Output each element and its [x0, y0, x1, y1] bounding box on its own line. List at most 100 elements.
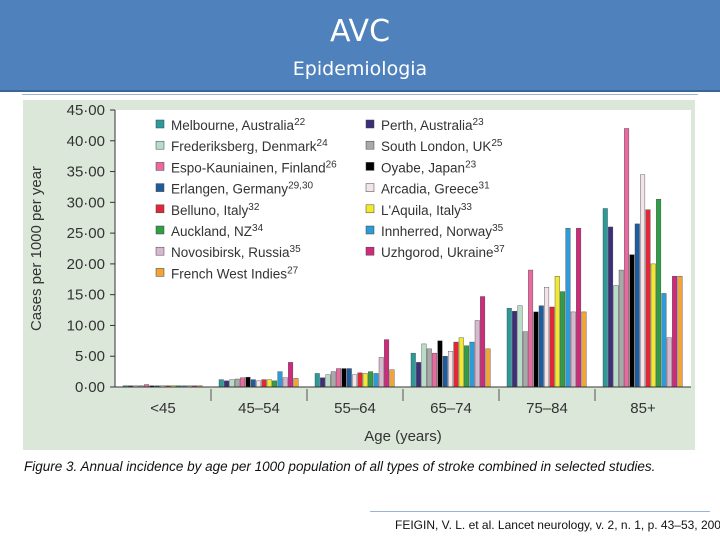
- bar: [245, 376, 251, 388]
- bar: [453, 341, 459, 388]
- legend-label: Erlangen, Germany29,30: [171, 181, 314, 197]
- bar: [480, 296, 486, 388]
- bar: [416, 362, 422, 388]
- y-tick-label: 20·00: [67, 256, 105, 273]
- bar: [410, 352, 416, 388]
- bar: [560, 291, 566, 388]
- legend-label: French West Indies27: [171, 265, 299, 281]
- bar: [512, 311, 518, 388]
- bar: [314, 373, 320, 388]
- bar: [656, 199, 662, 388]
- bar: [432, 352, 438, 388]
- legend-label: Frederiksberg, Denmark24: [171, 138, 328, 154]
- bar: [624, 128, 630, 388]
- bar: [336, 368, 342, 388]
- y-tick-label: 45·00: [67, 102, 105, 119]
- bar: [666, 337, 672, 388]
- y-tick-label: 0·00: [75, 379, 105, 396]
- bar: [464, 345, 470, 388]
- legend-swatch: [155, 119, 165, 129]
- x-axis-label: Age (years): [364, 428, 442, 445]
- bar: [234, 378, 240, 388]
- reference-rule: [370, 511, 710, 512]
- legend-label: Perth, Australia23: [381, 117, 484, 133]
- bar: [378, 357, 384, 388]
- bar: [357, 372, 363, 388]
- bar: [442, 356, 448, 388]
- bar: [522, 331, 528, 388]
- divider: [22, 94, 698, 95]
- bar: [608, 226, 614, 388]
- legend-swatch: [365, 140, 375, 150]
- bar: [458, 337, 464, 388]
- bar: [389, 369, 395, 388]
- legend-label: Uzhgorod, Ukraine37: [381, 244, 505, 260]
- legend-swatch: [155, 162, 165, 171]
- bar: [640, 174, 646, 388]
- y-tick-label: 25·00: [67, 225, 105, 242]
- x-tick-label: 55–64: [334, 400, 376, 417]
- legend-swatch: [155, 225, 165, 235]
- legend-swatch: [365, 183, 375, 192]
- bar: [448, 351, 454, 388]
- legend-label: Espo-Kauniainen, Finland26: [171, 159, 337, 175]
- legend-swatch: [365, 246, 375, 256]
- figure-caption: Figure 3. Annual incidence by age per 10…: [24, 459, 656, 474]
- bar: [293, 378, 299, 388]
- reference-citation: FEIGIN, V. L. et al. Lancet neurology, v…: [395, 518, 720, 532]
- bar: [368, 371, 374, 388]
- bar: [346, 368, 352, 388]
- bar: [426, 348, 432, 388]
- bar: [661, 293, 667, 388]
- bar: [618, 269, 624, 388]
- slide-subtitle: Epidemiologia: [292, 58, 428, 80]
- bar: [549, 306, 555, 388]
- bar: [538, 305, 544, 388]
- x-tick-label: 45–54: [238, 400, 280, 417]
- legend-swatch: [365, 225, 375, 235]
- bar: [288, 362, 294, 388]
- legend-swatch: [155, 268, 165, 277]
- bar: [277, 371, 283, 388]
- legend-label: South London, UK25: [381, 138, 503, 154]
- bar: [362, 373, 368, 388]
- bar: [224, 380, 230, 388]
- x-tick-label: 85+: [630, 400, 656, 417]
- y-tick-label: 5·00: [75, 348, 105, 365]
- bar: [672, 275, 678, 388]
- bar: [581, 311, 587, 388]
- slide-header: AVC Epidemiologia: [0, 0, 720, 92]
- bar-chart: 0·00 5·00 10·00 15·00 20·00 25·00 30·00 35·00 40…: [28, 102, 691, 445]
- bar: [474, 320, 480, 388]
- bar: [576, 227, 582, 388]
- legend-swatch: [365, 119, 375, 129]
- y-tick-label: 15·00: [67, 287, 105, 304]
- bar: [341, 368, 347, 388]
- bar: [506, 308, 512, 388]
- legend-swatch: [365, 162, 375, 171]
- bar: [677, 275, 683, 388]
- bar: [250, 379, 256, 388]
- bar: [240, 377, 246, 388]
- bar: [282, 377, 288, 388]
- legend-label: Arcadia, Greece31: [381, 181, 490, 197]
- plot-area: [115, 110, 691, 387]
- y-axis-label: Cases per 1000 per year: [28, 166, 45, 331]
- bar: [229, 379, 235, 388]
- bar: [352, 374, 358, 388]
- y-tick-label: 10·00: [67, 317, 105, 334]
- bar: [533, 311, 539, 388]
- legend-swatch: [155, 183, 165, 192]
- legend-label: L'Aquila, Italy33: [381, 202, 472, 218]
- bar: [373, 373, 379, 388]
- slide-title: AVC: [329, 14, 391, 49]
- bar: [437, 340, 443, 388]
- y-tick-label: 30·00: [67, 194, 105, 211]
- legend-label: Novosibirsk, Russia35: [171, 244, 301, 260]
- bar: [565, 227, 571, 388]
- bar: [645, 209, 651, 388]
- bar: [554, 275, 560, 388]
- legend-swatch: [155, 204, 165, 214]
- bar: [256, 380, 262, 388]
- legend-swatch: [155, 246, 165, 256]
